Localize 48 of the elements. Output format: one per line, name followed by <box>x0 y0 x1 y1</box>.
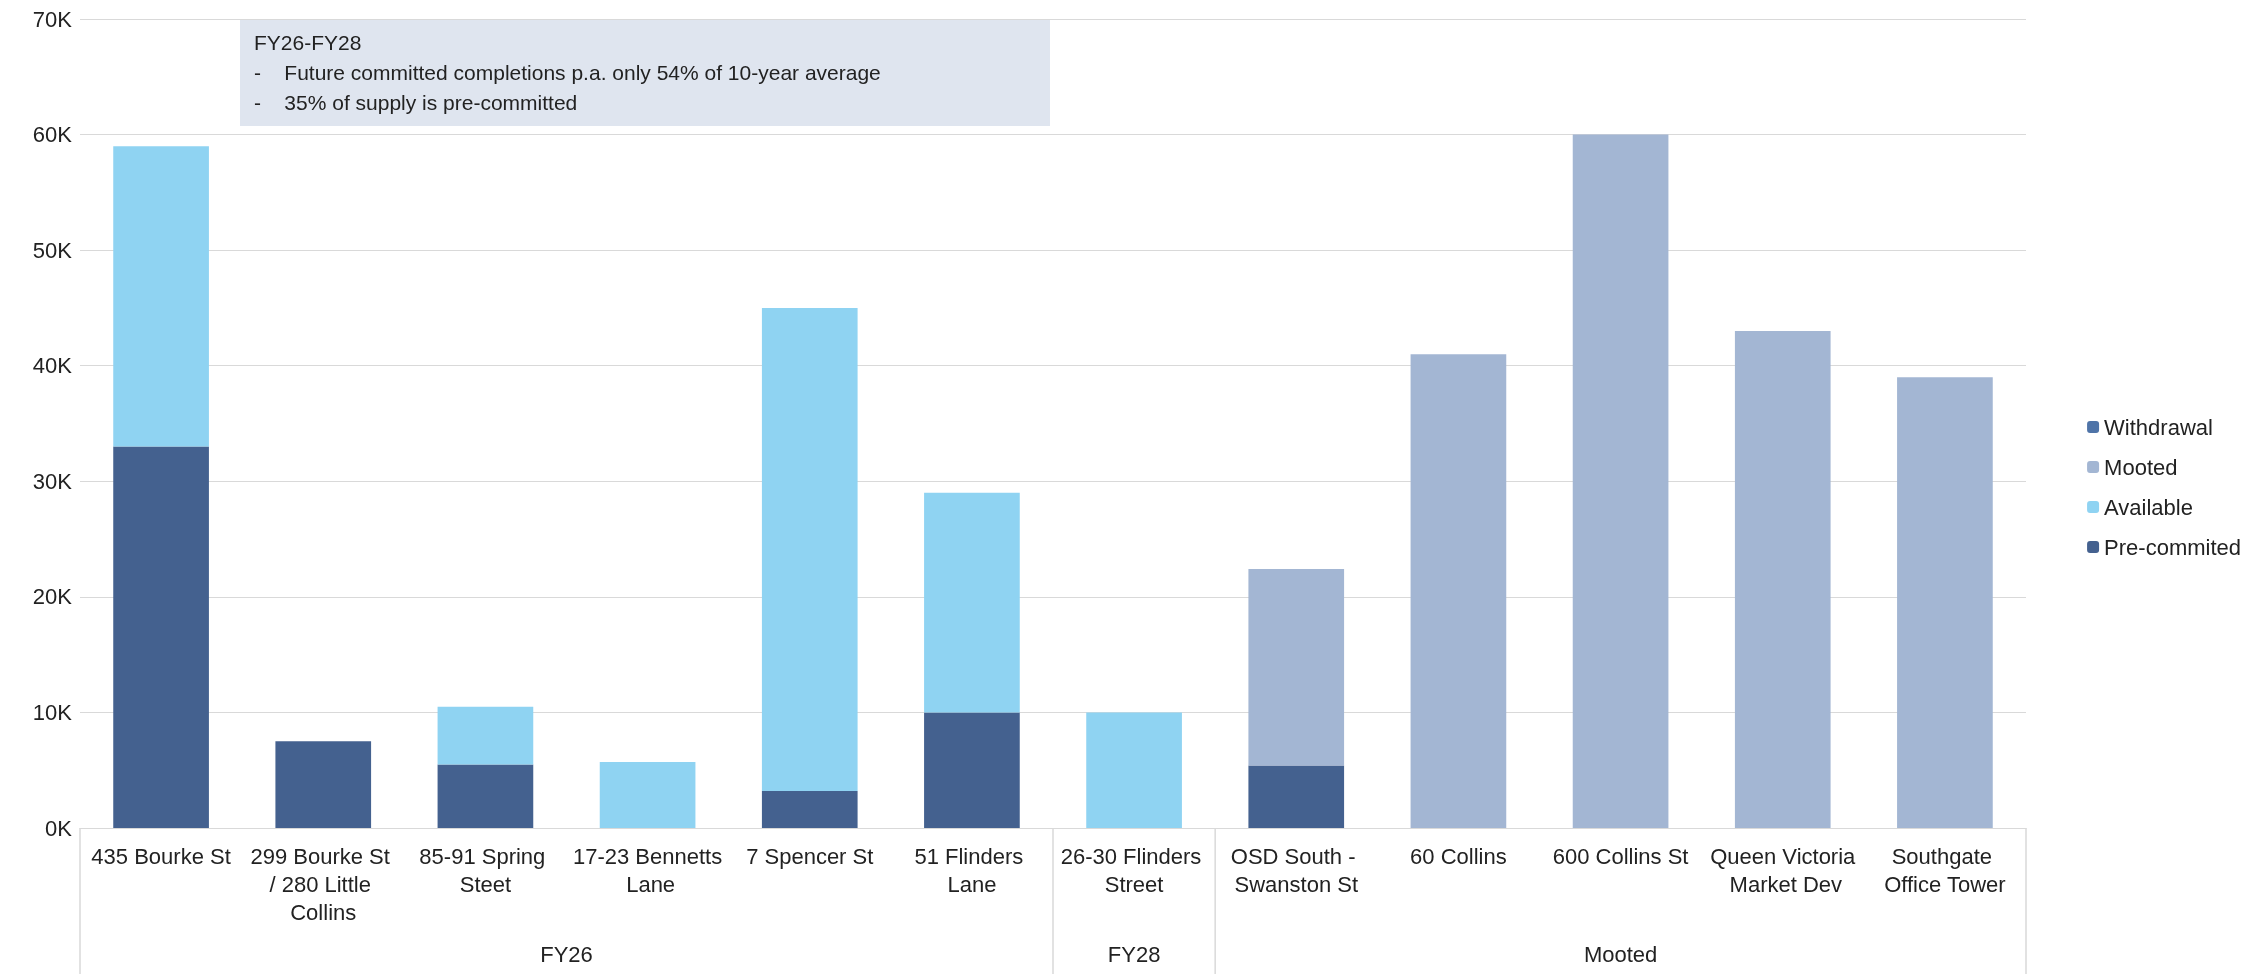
annotation: - 35% of supply is pre-committed <box>254 90 579 116</box>
x-tick-label: 51 Flinders Lane <box>914 843 1030 897</box>
bar <box>924 492 1020 713</box>
bar <box>275 741 372 828</box>
annotation: FY26-FY28 <box>254 30 363 56</box>
bar <box>924 712 1020 828</box>
note-box: FY26-FY28 - Future committed completions p.a. only 54% of 10-year average - 35% of supply is pre-committed <box>240 20 1050 126</box>
y-tick-label: 40K <box>32 353 73 379</box>
bar <box>113 146 209 447</box>
y-tick-label: 70K <box>32 6 73 32</box>
x-tick-label: OSD South - Swanston St <box>1230 843 1362 897</box>
bar <box>113 446 209 828</box>
x-tick-label: 7 Spencer St <box>746 843 874 869</box>
x-tick-label: 26-30 Flinders Street <box>1060 843 1208 897</box>
x-tick-label: 85-91 Spring Steet <box>419 843 552 897</box>
bar <box>1572 134 1669 828</box>
bar <box>1248 569 1345 766</box>
x-tick-label: 600 Collins St <box>1552 843 1689 869</box>
bar <box>437 764 534 828</box>
annotation: - Future committed completions p.a. only 54% of 10-year average <box>254 60 882 86</box>
y-tick-label: 60K <box>32 122 73 148</box>
x-tick-label: 17-23 Bennetts Lane <box>572 843 723 897</box>
y-tick-label: 10K <box>32 699 73 725</box>
x-tick-label: 435 Bourke St <box>91 843 231 869</box>
legend-label: Withdrawal <box>2104 414 2213 440</box>
bar <box>761 791 858 828</box>
x-tick-label: 299 Bourke St / 280 Little Collins <box>250 843 397 925</box>
text: FY26 <box>540 941 593 967</box>
bar <box>1897 377 1993 828</box>
x-tick-label: 60 Collins <box>1410 843 1507 869</box>
bar <box>1248 765 1345 828</box>
y-tick-label: 0K <box>45 815 73 841</box>
legend-label: Available <box>2104 494 2193 520</box>
y-tick-label: 50K <box>32 237 73 263</box>
bar <box>1410 354 1507 828</box>
text: Mooted <box>1583 941 1658 967</box>
x-tick-label: Queen Victoria Market Dev <box>1710 843 1857 897</box>
y-tick-label: 30K <box>32 468 73 494</box>
bar <box>761 307 858 792</box>
text: FY28 <box>1107 941 1161 967</box>
x-tick-label: Southgate Office Tower <box>1884 843 2006 897</box>
bar <box>1086 712 1182 828</box>
legend-label: Mooted <box>2104 454 2178 480</box>
bar <box>599 762 696 828</box>
bar <box>1734 331 1831 828</box>
bar <box>437 706 534 765</box>
y-tick-label: 20K <box>32 584 73 610</box>
legend-label: Pre-commited <box>2104 534 2241 560</box>
